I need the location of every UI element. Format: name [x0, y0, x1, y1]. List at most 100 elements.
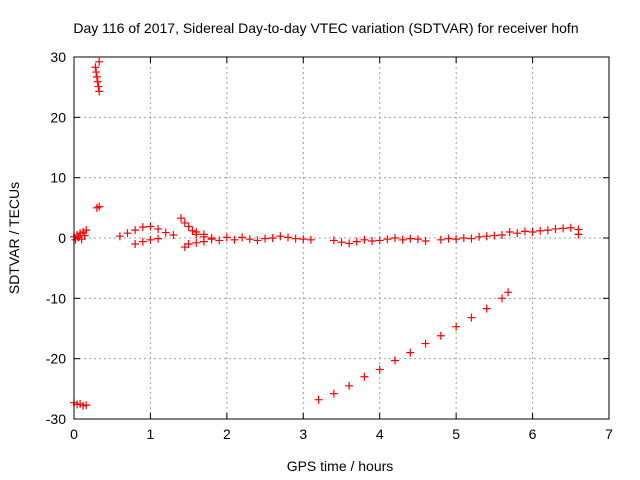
y-tick-label: 0 — [58, 230, 66, 246]
data-point — [154, 234, 163, 243]
data-point — [421, 237, 430, 246]
data-point — [95, 57, 104, 66]
x-tick-label: 5 — [452, 426, 460, 442]
data-point — [154, 224, 163, 233]
x-tick-label: 2 — [223, 426, 231, 442]
x-tick-label: 3 — [299, 426, 307, 442]
data-point — [146, 235, 155, 244]
data-point — [329, 236, 338, 245]
data-point — [268, 234, 277, 242]
y-tick-label: 20 — [50, 109, 66, 125]
data-point — [513, 229, 522, 238]
data-point — [459, 234, 468, 242]
y-tick-label: -20 — [46, 351, 66, 367]
data-point — [253, 236, 262, 245]
plot-frame — [73, 56, 610, 420]
data-point — [490, 231, 499, 240]
data-point — [413, 235, 422, 244]
data-point — [169, 230, 178, 239]
data-point — [91, 63, 100, 72]
data-point — [360, 235, 369, 244]
data-point — [238, 233, 247, 242]
data-point — [207, 234, 216, 242]
data-point — [375, 236, 384, 245]
data-point — [245, 235, 254, 244]
data-point — [345, 381, 354, 390]
data-point — [188, 226, 197, 235]
data-points — [70, 57, 583, 410]
data-point — [80, 231, 89, 240]
data-point — [398, 235, 407, 244]
data-point — [368, 237, 377, 246]
data-point — [92, 72, 101, 81]
data-point — [551, 224, 560, 233]
data-point — [520, 227, 529, 236]
data-point — [222, 233, 231, 242]
data-point — [467, 313, 476, 322]
chart-title: Day 116 of 2017, Sidereal Day-to-day VTE… — [73, 20, 578, 36]
x-tick-label: 1 — [147, 426, 155, 442]
data-point — [559, 224, 568, 233]
data-point — [199, 230, 208, 239]
tick-labels: 0 1 2 3 4 5 6 7 30 20 10 0 -10 -20 -30 — [46, 49, 613, 442]
x-axis-label: GPS time / hours — [287, 458, 394, 474]
data-point — [504, 288, 513, 297]
data-point — [146, 222, 155, 231]
data-point — [94, 82, 103, 91]
x-tick-label: 6 — [529, 426, 537, 442]
y-tick-label: -30 — [46, 411, 66, 427]
data-point — [574, 230, 583, 239]
data-point — [383, 235, 392, 244]
x-tick-label: 7 — [605, 426, 613, 442]
data-point — [498, 294, 506, 303]
data-point — [215, 236, 224, 245]
data-point — [345, 239, 354, 248]
data-point — [314, 395, 323, 404]
data-point — [95, 87, 104, 96]
data-point — [329, 389, 338, 398]
data-point — [276, 232, 285, 241]
x-tick-label: 4 — [376, 426, 384, 442]
data-point — [93, 77, 102, 86]
data-point — [131, 226, 140, 235]
y-axis-label: SDTVAR / TECUs — [6, 182, 22, 294]
data-point — [566, 223, 575, 232]
data-point — [291, 234, 300, 243]
data-point — [436, 235, 445, 244]
data-point — [444, 234, 453, 243]
data-point — [123, 229, 132, 238]
y-tick-label: -10 — [46, 290, 66, 306]
data-point — [192, 238, 201, 247]
data-point — [138, 223, 147, 232]
data-point — [337, 238, 346, 247]
data-point — [482, 232, 491, 241]
data-point — [192, 227, 201, 236]
y-tick-label: 30 — [50, 49, 66, 65]
y-tick-label: 10 — [50, 170, 66, 186]
data-point — [115, 232, 124, 241]
data-point — [436, 331, 445, 340]
data-point — [82, 401, 91, 410]
data-point — [352, 237, 361, 246]
data-point — [161, 228, 170, 237]
x-tick-label: 0 — [70, 426, 78, 442]
data-point — [482, 304, 491, 313]
data-point — [184, 240, 193, 249]
data-point — [284, 233, 292, 242]
data-point — [536, 226, 545, 235]
data-point — [180, 218, 189, 227]
data-point — [299, 235, 308, 244]
data-point — [92, 68, 101, 77]
data-point — [498, 230, 506, 239]
data-point — [543, 226, 552, 235]
data-point — [177, 214, 185, 223]
data-point — [95, 202, 104, 211]
data-point — [375, 365, 384, 374]
data-point — [391, 356, 399, 365]
data-point — [505, 227, 514, 236]
data-point — [452, 322, 461, 331]
data-point — [467, 234, 476, 243]
data-point — [421, 339, 430, 348]
data-point — [391, 234, 399, 242]
